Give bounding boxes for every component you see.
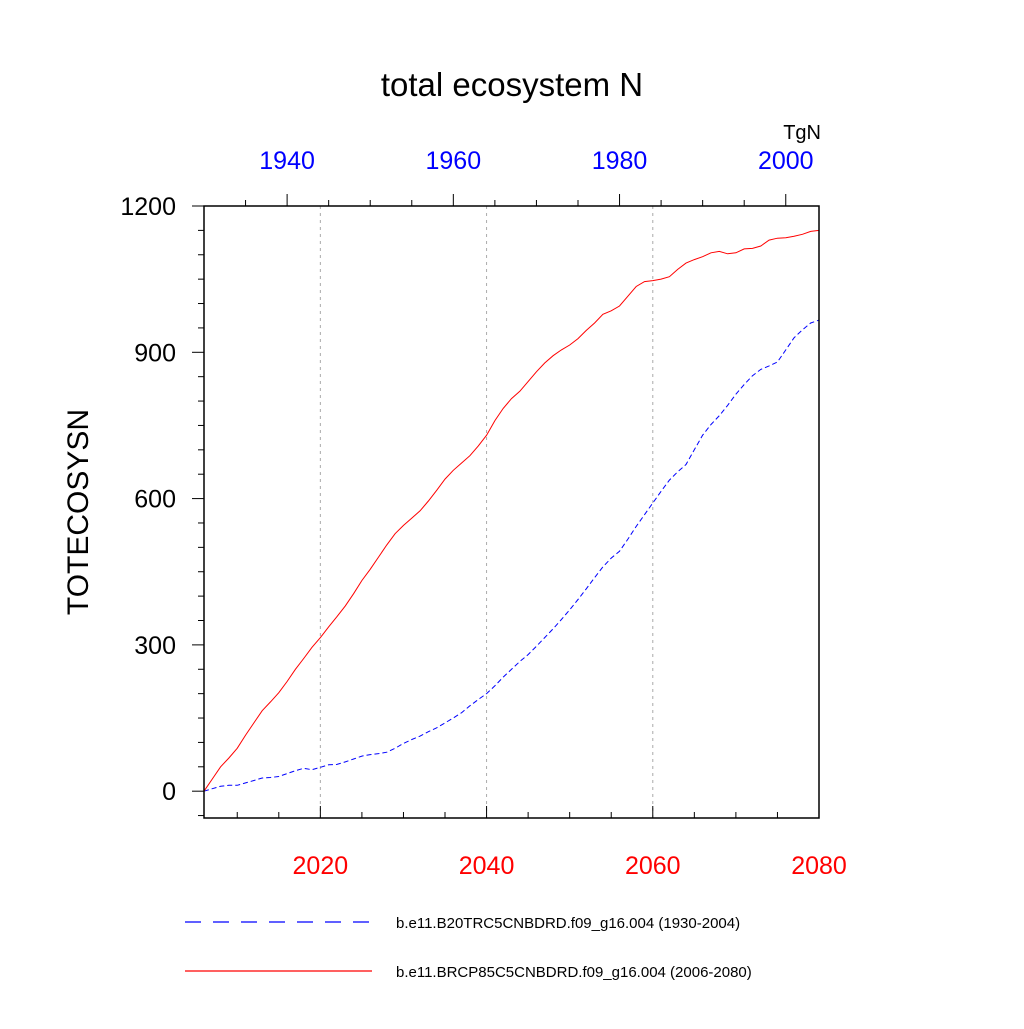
top-tick-label: 1940	[259, 147, 315, 175]
legend-label-historical: b.e11.B20TRC5CNBDRD.f09_g16.004 (1930-20…	[396, 915, 740, 932]
legend-label-rcp85: b.e11.BRCP85C5CNBDRD.f09_g16.004 (2006-2…	[396, 964, 752, 981]
bottom-tick-label: 2040	[459, 852, 515, 880]
y-axis-label: TOTECOSYSN	[62, 409, 95, 615]
bottom-tick-label: 2060	[625, 852, 681, 880]
y-tick-label: 1200	[120, 193, 176, 221]
series-line-1	[203, 229, 820, 792]
tick-labels: 2020 2040 2060 2080 1940 1960 1980 2000 0 300 600 9…	[120, 147, 846, 880]
series-line-0	[203, 319, 820, 792]
chart-title: total ecosystem N	[381, 66, 643, 103]
y-tick-label: 0	[162, 778, 176, 806]
top-tick-label: 1980	[592, 147, 648, 175]
y-tick-label: 300	[134, 632, 176, 660]
legend: b.e11.B20TRC5CNBDRD.f09_g16.004 (1930-20…	[185, 915, 752, 981]
top-tick-label: 2000	[758, 147, 814, 175]
bottom-tick-label: 2080	[791, 852, 847, 880]
axis-ticks	[192, 194, 820, 818]
y-tick-label: 600	[134, 486, 176, 514]
series-lines	[203, 229, 820, 792]
y-tick-label: 900	[134, 339, 176, 367]
plot-frame	[203, 205, 820, 819]
bottom-tick-label: 2020	[293, 852, 349, 880]
grid-lines	[319, 206, 654, 818]
units-label: TgN	[783, 122, 821, 144]
top-tick-label: 1960	[426, 147, 482, 175]
